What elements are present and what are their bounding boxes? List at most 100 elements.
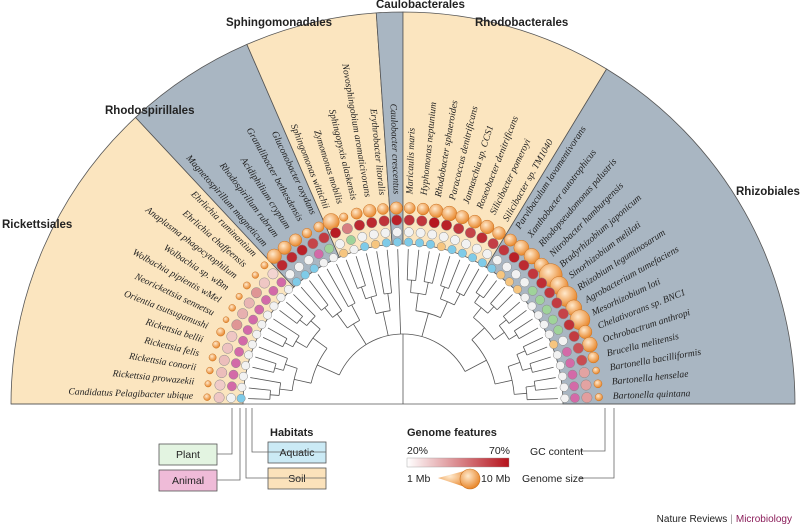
tree-arc (410, 292, 426, 296)
gc-content-circle (341, 223, 353, 235)
size-wedge (438, 470, 468, 488)
gc-content-circle (286, 251, 298, 263)
habitat-circle (535, 295, 545, 305)
size-min-label: 1 Mb (407, 473, 431, 485)
genome-size-circle (594, 393, 603, 402)
tree-arc (475, 292, 484, 299)
sector-rhodospirillales (134, 43, 340, 288)
habitat-circle (294, 262, 304, 272)
habitat-circle (527, 301, 537, 311)
tree-branch (317, 274, 343, 311)
tree-branch (471, 327, 485, 340)
gc-content-label: GC content (530, 446, 583, 458)
tree-arc (383, 292, 392, 295)
tree-branch (490, 286, 506, 304)
tree-branch (299, 319, 307, 326)
genome-size-circle (455, 210, 470, 225)
gc-content-circle (213, 392, 225, 404)
order-labels: Rickettsiales Rhodospirillales Sphingomona… (2, 0, 800, 231)
gc-content-circle (563, 319, 575, 331)
genome-size-circle (289, 233, 303, 247)
tree-branch (255, 356, 277, 365)
tree-branch (522, 367, 532, 371)
habitat-circle (555, 361, 565, 370)
gc-content-circle (453, 223, 465, 235)
genome-size-circle (260, 261, 269, 270)
tree-branch (353, 323, 367, 345)
genome-size-circle (492, 226, 506, 240)
genome-size-circle (203, 393, 211, 401)
species-label: Bartonella quintana (613, 388, 691, 402)
tree-arc (321, 304, 329, 311)
phylogenetic-tree (248, 249, 558, 404)
habitat-circle (527, 286, 538, 296)
gc-content-circle (441, 219, 452, 231)
tree-branch (355, 256, 366, 286)
tree-branch (455, 263, 470, 293)
genome-size-circle (301, 228, 313, 239)
gc-gradient-bar (406, 457, 510, 468)
gc-content-circle (366, 217, 378, 229)
habitat-animal: Animal (158, 469, 218, 492)
gc-content-circle (551, 297, 563, 309)
tree-branch (440, 256, 451, 286)
habitat-circle (247, 340, 257, 349)
habitat-circle (360, 242, 370, 252)
tree-arc (306, 328, 321, 348)
tree-root-arc (338, 333, 466, 376)
habitat-circle (519, 277, 530, 288)
tree-branch (284, 342, 293, 348)
tree-branch (410, 280, 412, 293)
gc-content-circle (218, 354, 230, 366)
genome-size-circle (251, 271, 259, 279)
tree-branch (294, 378, 312, 384)
habitat-circle (541, 304, 552, 315)
gc-content-circle (354, 219, 365, 231)
habitat-circle (357, 232, 368, 242)
tree-branch (326, 268, 349, 307)
gc-content-circle (576, 354, 588, 366)
habitat-circle (319, 258, 329, 268)
gc-content-circle (276, 259, 288, 271)
habitat-circle (292, 277, 302, 287)
tree-branch (464, 359, 487, 372)
gc-content-circle (216, 367, 228, 379)
order-label-rhizobiales: Rhizobiales (736, 186, 800, 198)
tree-branch (423, 251, 430, 282)
habitat-circle (438, 232, 449, 242)
tree-arc (407, 279, 416, 281)
habitat-circle (242, 325, 253, 335)
habitat-circle (368, 229, 379, 240)
gc-content-circle (214, 379, 226, 391)
habitat-circle (570, 393, 580, 403)
tree-branch (483, 280, 497, 299)
tree-arc (375, 310, 391, 315)
tree-branch (439, 286, 445, 299)
tree-branch (496, 294, 513, 311)
tree-branch (527, 398, 558, 401)
habitat-circle (303, 255, 314, 265)
habitat-circle (309, 264, 319, 273)
habitat-circle (261, 295, 271, 305)
tree-branch (503, 301, 521, 317)
tree-branch (514, 318, 533, 332)
journal-footer: Nature Reviews | Microbiology (656, 514, 792, 525)
genome-size-circle (523, 248, 540, 265)
habitat-circle (349, 245, 359, 255)
habitat-plant-label: Plant (176, 449, 200, 461)
gc-content-circle (226, 330, 238, 342)
genome-size-circle (403, 202, 416, 214)
tree-branch (453, 293, 461, 306)
habitat-circle (426, 239, 435, 249)
habitat-circle (539, 320, 549, 329)
tree-branch (397, 249, 402, 335)
tree-branch (365, 253, 377, 296)
habitat-circle (565, 358, 575, 369)
habitat-circle (346, 235, 356, 245)
tree-branch (300, 286, 322, 311)
gc-content-circle (578, 367, 590, 379)
genome-size-circle (468, 214, 482, 229)
gc-content-circle (250, 287, 262, 299)
habitat-circle (339, 248, 349, 258)
genome-size-circle (339, 212, 349, 222)
